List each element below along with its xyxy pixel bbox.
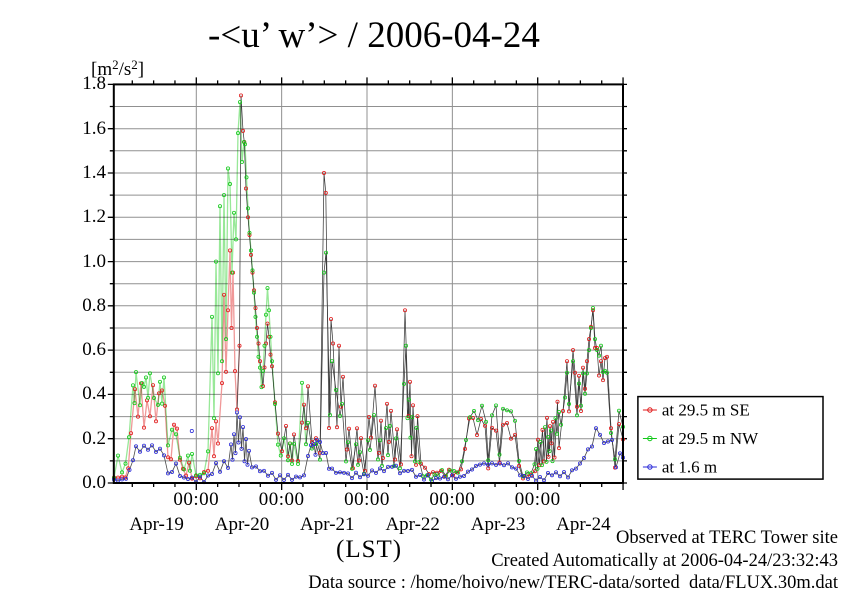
svg-text:at 29.5 m SE: at 29.5 m SE bbox=[662, 401, 750, 420]
svg-text:at 1.6 m: at 1.6 m bbox=[662, 458, 717, 477]
svg-text:at 29.5 m NW: at 29.5 m NW bbox=[662, 429, 759, 448]
